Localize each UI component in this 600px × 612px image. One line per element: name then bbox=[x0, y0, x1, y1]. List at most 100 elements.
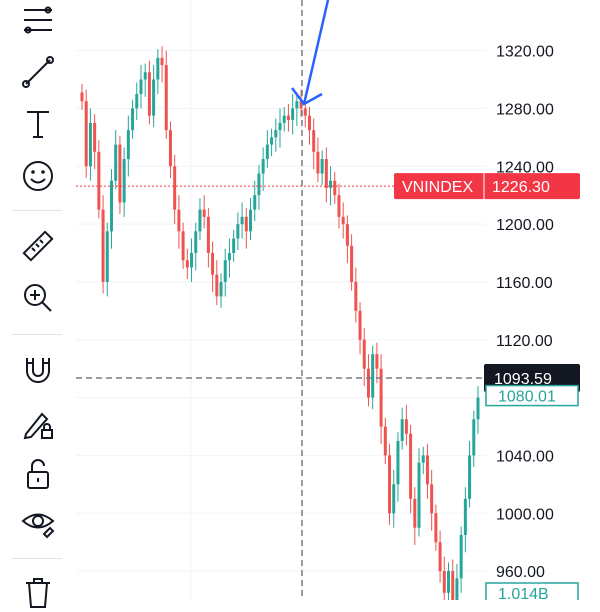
candle bbox=[240, 202, 244, 239]
candle bbox=[438, 530, 442, 583]
candle-body bbox=[468, 455, 472, 499]
candle-body bbox=[265, 144, 269, 160]
candle-body bbox=[371, 354, 375, 398]
candle-body bbox=[253, 195, 257, 210]
candle-body bbox=[202, 209, 206, 217]
fib-retracement-icon[interactable] bbox=[14, 2, 62, 42]
candle bbox=[333, 172, 337, 204]
candle-body bbox=[307, 115, 311, 131]
candle bbox=[84, 89, 88, 178]
candle-body bbox=[177, 209, 181, 232]
candle bbox=[202, 195, 206, 229]
ruler-icon[interactable] bbox=[14, 226, 62, 266]
candle bbox=[383, 417, 387, 465]
candle-body bbox=[105, 231, 109, 282]
candle bbox=[232, 229, 236, 262]
candle bbox=[396, 432, 400, 502]
candle bbox=[337, 183, 341, 229]
candle bbox=[93, 114, 97, 170]
candle-body bbox=[80, 92, 84, 102]
zoom-in-icon[interactable] bbox=[14, 278, 62, 318]
candle bbox=[101, 195, 105, 294]
candle-body bbox=[261, 159, 265, 174]
candle-body bbox=[447, 571, 451, 593]
candle bbox=[253, 180, 257, 222]
candle-body bbox=[126, 130, 130, 160]
candle bbox=[118, 135, 122, 214]
candle bbox=[371, 345, 375, 410]
unlock-icon[interactable] bbox=[14, 454, 62, 494]
candle-body bbox=[257, 173, 261, 196]
candle bbox=[274, 118, 278, 152]
candle bbox=[156, 49, 160, 94]
candle-body bbox=[388, 455, 392, 514]
candle-body bbox=[476, 397, 480, 420]
candle bbox=[194, 222, 198, 271]
candle-body bbox=[206, 216, 210, 254]
candle bbox=[409, 425, 413, 514]
candle bbox=[215, 260, 219, 306]
emoji-icon[interactable] bbox=[14, 156, 62, 196]
candle-body bbox=[409, 433, 413, 499]
candle-body bbox=[472, 419, 476, 456]
candle-body bbox=[173, 166, 177, 210]
trend-arrow-drawing[interactable] bbox=[291, 0, 330, 106]
candle bbox=[312, 118, 316, 170]
symbol-price-tag: VNINDEX 1226.30 bbox=[394, 173, 580, 200]
candle-body bbox=[425, 455, 429, 485]
candle-body bbox=[375, 354, 379, 369]
candle bbox=[109, 169, 113, 249]
candle-body bbox=[219, 281, 223, 297]
eye-icon[interactable] bbox=[14, 502, 62, 542]
price-chart[interactable]: 1320.00 1280.00 1240.00 1200.00 1160.00 1120.… bbox=[76, 0, 600, 600]
candle-body bbox=[320, 159, 324, 174]
candle-body bbox=[244, 216, 248, 232]
candle-body bbox=[324, 159, 328, 188]
candle bbox=[417, 448, 421, 537]
trash-icon[interactable] bbox=[14, 572, 62, 612]
last-price-label: 1226.30 bbox=[492, 179, 550, 196]
candle bbox=[143, 63, 147, 97]
candle bbox=[135, 82, 139, 120]
magnet-icon[interactable] bbox=[14, 350, 62, 390]
candle bbox=[181, 222, 185, 269]
candle-body bbox=[118, 144, 122, 203]
candle bbox=[177, 195, 181, 249]
candle-body bbox=[232, 238, 236, 254]
candle bbox=[430, 469, 434, 531]
candle bbox=[173, 154, 177, 225]
candle bbox=[434, 504, 438, 551]
chart-grid bbox=[76, 0, 486, 600]
candle-body bbox=[135, 93, 139, 109]
drawing-toolbar bbox=[0, 0, 76, 608]
candle bbox=[190, 238, 194, 282]
candle bbox=[354, 267, 358, 323]
candle bbox=[286, 104, 290, 132]
candle-body bbox=[383, 426, 387, 456]
trend-line-icon[interactable] bbox=[14, 52, 62, 92]
candle-body bbox=[316, 151, 320, 174]
candle-body bbox=[295, 101, 299, 109]
price-axis[interactable]: 1320.00 1280.00 1240.00 1200.00 1160.00 1120.… bbox=[496, 44, 554, 581]
candle-body bbox=[194, 231, 198, 254]
candle bbox=[476, 386, 480, 434]
candle-body bbox=[97, 151, 101, 210]
candle-body bbox=[147, 72, 151, 116]
lock-drawing-icon[interactable] bbox=[14, 404, 62, 444]
text-icon[interactable] bbox=[14, 104, 62, 144]
candlestick-series bbox=[80, 46, 480, 600]
candle bbox=[463, 487, 467, 553]
candle-body bbox=[109, 180, 113, 232]
candle-body bbox=[417, 462, 421, 528]
candle bbox=[421, 446, 425, 475]
arrow-head bbox=[291, 87, 323, 106]
candle bbox=[324, 147, 328, 203]
candle bbox=[392, 469, 396, 528]
candle-body bbox=[240, 216, 244, 225]
candle-body bbox=[88, 122, 92, 167]
candle-body bbox=[350, 245, 354, 282]
price-tick-label: 1120.00 bbox=[496, 333, 553, 350]
candle-body bbox=[434, 513, 438, 543]
candle-body bbox=[227, 253, 231, 261]
candle bbox=[164, 50, 168, 139]
